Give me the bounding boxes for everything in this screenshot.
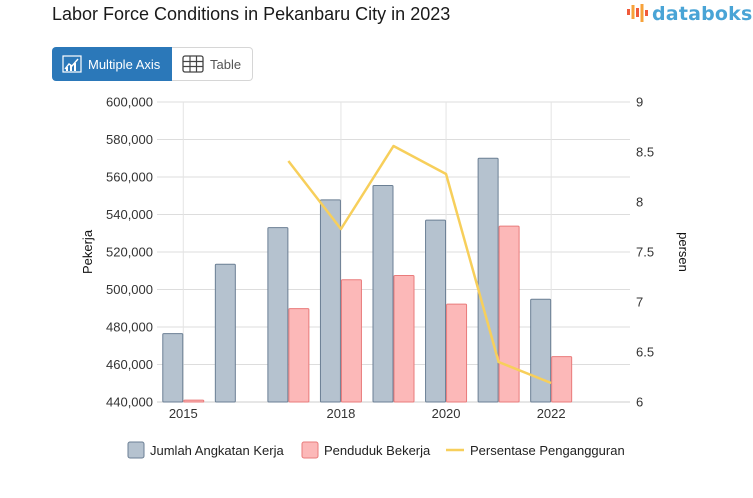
y-right-tick-label: 8 (636, 195, 643, 210)
bar-penduduk-bekerja (551, 356, 573, 403)
x-tick-label: 2022 (537, 406, 566, 421)
bar-jumlah-angkatan-kerja (162, 333, 184, 403)
bar-jumlah-angkatan-kerja (267, 227, 289, 403)
bar-penduduk-bekerja (340, 279, 362, 403)
y-left-tick-label: 600,000 (106, 95, 153, 110)
databoks-logo-text: databoks (652, 3, 753, 25)
tab-table-label: Table (210, 56, 242, 72)
y-right-tick-label: 8.5 (636, 145, 654, 160)
y-right-tick-label: 9 (636, 95, 643, 110)
y-left-tick-label: 520,000 (106, 245, 153, 260)
y-right-tick-label: 6.5 (636, 345, 654, 360)
legend-label-persentase-pengangguran: Persentase Pengangguran (470, 443, 625, 458)
bar-jumlah-angkatan-kerja (477, 157, 499, 403)
y-right-tick-label: 7 (636, 295, 643, 310)
line-chart-icon (62, 55, 82, 73)
bar-jumlah-angkatan-kerja (319, 199, 341, 403)
bar-jumlah-angkatan-kerja (530, 298, 552, 403)
x-tick-label: 2020 (432, 406, 461, 421)
y-right-axis-title: persen (676, 232, 691, 272)
databoks-logo-icon (627, 4, 648, 22)
bar-penduduk-bekerja (446, 303, 468, 403)
legend-swatch-jumlah-angkatan-kerja (127, 441, 145, 459)
bar-penduduk-bekerja (183, 399, 205, 403)
table-icon (182, 55, 204, 73)
y-left-tick-label: 460,000 (106, 357, 153, 372)
bar-jumlah-angkatan-kerja (214, 263, 236, 403)
legend-label-jumlah-angkatan-kerja: Jumlah Angkatan Kerja (150, 443, 284, 458)
bar-penduduk-bekerja (498, 225, 520, 403)
bar-jumlah-angkatan-kerja (372, 184, 394, 403)
chart-title: Labor Force Conditions in Pekanbaru City… (52, 4, 451, 24)
y-left-tick-label: 560,000 (106, 170, 153, 185)
bar-jumlah-angkatan-kerja (425, 219, 447, 403)
tab-table[interactable]: Table (172, 47, 253, 81)
y-left-tick-label: 440,000 (106, 395, 153, 410)
view-tabs: Multiple Axis Table (52, 47, 253, 81)
bar-penduduk-bekerja (288, 308, 310, 403)
tab-multiple-axis-label: Multiple Axis (88, 56, 161, 72)
y-right-tick-label: 6 (636, 395, 643, 410)
legend-label-penduduk-bekerja: Penduduk Bekerja (324, 443, 431, 458)
y-left-tick-label: 580,000 (106, 132, 153, 147)
y-left-tick-label: 500,000 (106, 282, 153, 297)
line-persentase-pengangguran (287, 144, 552, 385)
y-left-tick-label: 540,000 (106, 207, 153, 222)
legend-swatch-penduduk-bekerja (301, 441, 319, 459)
y-left-axis-title: Pekerja (80, 229, 95, 274)
bar-penduduk-bekerja (393, 274, 415, 403)
x-tick-label: 2015 (169, 406, 198, 421)
y-right-tick-label: 7.5 (636, 245, 654, 260)
y-left-tick-label: 480,000 (106, 320, 153, 335)
databoks-logo: databoks (626, 3, 753, 25)
tab-multiple-axis[interactable]: Multiple Axis (52, 47, 172, 81)
x-tick-label: 2018 (326, 406, 355, 421)
